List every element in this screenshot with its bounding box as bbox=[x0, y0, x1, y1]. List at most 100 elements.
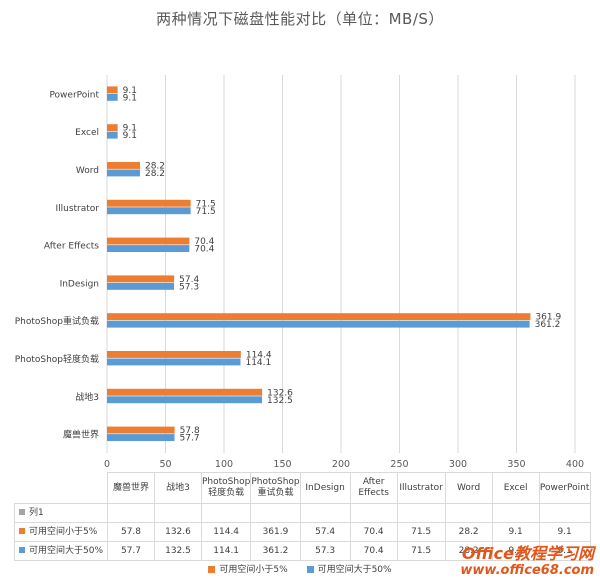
data-label: 132.5 bbox=[267, 396, 293, 406]
bar bbox=[107, 199, 191, 207]
table-row: 可用空间大于50% 57.7 132.5 114.1 361.2 57.3 70… bbox=[14, 541, 591, 561]
category-label: After Effects bbox=[44, 242, 99, 252]
table-header-row: 魔兽世界 战地3 PhotoShop 轻度负载 PhotoShop 重试负载 InD… bbox=[15, 472, 591, 504]
table-cell bbox=[491, 503, 540, 523]
bar bbox=[107, 124, 118, 132]
data-label: 28.2 bbox=[145, 162, 165, 172]
bar-chart: 9.19.19.19.128.228.271.571.570.470.457.4… bbox=[15, 75, 584, 470]
x-tick-label: 150 bbox=[273, 459, 291, 470]
x-tick-labels: 0 50 100 150 200 250 300 350 400 bbox=[104, 459, 584, 470]
category-label: InDesign bbox=[60, 279, 99, 289]
legend-swatch bbox=[306, 566, 314, 573]
table-cell: 114.1 bbox=[200, 541, 252, 561]
category-label: 魔兽世界 bbox=[63, 429, 99, 441]
bar bbox=[107, 131, 118, 139]
table-cell bbox=[299, 503, 351, 523]
watermark-logo: Office教程学习网 www.office68.com bbox=[460, 544, 594, 578]
table-header: PowerPoint bbox=[538, 472, 591, 504]
bar bbox=[107, 320, 530, 328]
category-label: 战地3 bbox=[75, 391, 99, 403]
bar bbox=[107, 351, 241, 358]
data-label: 71.5 bbox=[196, 207, 216, 217]
table-cell: 114.4 bbox=[200, 522, 252, 542]
table-cell bbox=[154, 503, 202, 523]
table-header: 战地3 bbox=[154, 472, 202, 504]
category-label: PowerPoint bbox=[49, 90, 99, 100]
bar bbox=[107, 93, 118, 101]
bar bbox=[107, 358, 241, 366]
table-cell bbox=[444, 503, 493, 523]
legend-item: 可用空间大于50% bbox=[306, 562, 392, 575]
bar bbox=[107, 388, 263, 396]
table-cell: 9.1 bbox=[491, 522, 540, 542]
series-key bbox=[19, 547, 25, 553]
data-label: 132.6 bbox=[267, 388, 293, 398]
table-cell: 70.4 bbox=[349, 522, 398, 542]
data-label: 114.1 bbox=[245, 358, 271, 368]
table-header: Illustrator bbox=[396, 472, 446, 504]
table-row-label: 可用空间小于5% bbox=[14, 522, 108, 542]
x-tick-label: 50 bbox=[159, 459, 171, 470]
table-header: PhotoShop 轻度负载 bbox=[200, 472, 252, 504]
bar bbox=[107, 237, 190, 245]
bar bbox=[107, 434, 175, 441]
data-label: 28.2 bbox=[145, 169, 165, 179]
bars bbox=[107, 86, 531, 441]
data-label: 57.4 bbox=[179, 275, 199, 285]
data-label: 361.2 bbox=[535, 320, 561, 330]
series-key bbox=[19, 528, 25, 534]
table-row: 可用空间小于5% 57.8 132.6 114.4 361.9 57.4 70.… bbox=[14, 522, 591, 542]
data-label: 70.4 bbox=[194, 245, 214, 255]
category-label: Word bbox=[76, 166, 99, 176]
table-cell bbox=[200, 503, 252, 523]
category-labels: PowerPoint Excel Word Illustrator After Effe… bbox=[15, 90, 100, 440]
data-label: 57.3 bbox=[179, 282, 199, 292]
table-row: 列1 bbox=[14, 503, 591, 523]
table-cell: 71.5 bbox=[396, 541, 446, 561]
bar bbox=[107, 245, 190, 252]
data-label: 9.1 bbox=[123, 93, 137, 103]
table-cell: 132.6 bbox=[154, 522, 202, 542]
bar bbox=[107, 275, 175, 283]
table-cell bbox=[349, 503, 398, 523]
table-header: 魔兽世界 bbox=[107, 472, 155, 504]
x-tick-label: 350 bbox=[507, 459, 525, 470]
bar bbox=[107, 396, 263, 404]
table-header: Word bbox=[444, 472, 493, 504]
legend: 可用空间小于5% 可用空间大于50% bbox=[0, 562, 600, 575]
x-tick-label: 100 bbox=[215, 459, 233, 470]
data-label: 71.5 bbox=[196, 199, 216, 209]
category-label: Excel bbox=[75, 128, 99, 138]
table-cell: 57.8 bbox=[107, 522, 155, 542]
x-tick-label: 250 bbox=[390, 459, 408, 470]
table-cell: 9.1 bbox=[538, 541, 591, 561]
table-cell: 9.1 bbox=[538, 522, 591, 542]
legend-swatch bbox=[208, 566, 216, 573]
table-corner bbox=[15, 473, 108, 504]
x-tick-label: 200 bbox=[332, 459, 350, 470]
table-cell: 28.2 bbox=[444, 522, 493, 542]
bar bbox=[107, 426, 175, 434]
table-cell bbox=[396, 503, 446, 523]
chart-title: 两种情况下磁盘性能对比（单位：MB/S） bbox=[156, 10, 444, 28]
data-label: 9.1 bbox=[123, 131, 137, 141]
table-cell bbox=[107, 503, 155, 523]
data-label: 9.1 bbox=[123, 86, 137, 96]
table-cell: 71.5 bbox=[396, 522, 446, 542]
table-cell: 57.3 bbox=[299, 541, 351, 561]
category-label: Illustrator bbox=[55, 204, 99, 214]
data-label: 114.4 bbox=[246, 351, 272, 361]
table-cell bbox=[250, 503, 301, 523]
bar bbox=[107, 207, 191, 215]
table-row-label: 可用空间大于50% bbox=[14, 541, 108, 561]
data-label: 57.7 bbox=[180, 434, 200, 444]
table-cell: 132.5 bbox=[154, 541, 202, 561]
table-cell: 57.4 bbox=[299, 522, 351, 542]
data-label: 9.1 bbox=[123, 124, 137, 134]
table-cell: 361.9 bbox=[250, 522, 301, 542]
bar bbox=[107, 313, 531, 321]
table-header: InDesign bbox=[299, 472, 351, 504]
table-row-label: 列1 bbox=[14, 503, 108, 523]
table-cell: 361.2 bbox=[250, 541, 301, 561]
bar bbox=[107, 86, 118, 94]
